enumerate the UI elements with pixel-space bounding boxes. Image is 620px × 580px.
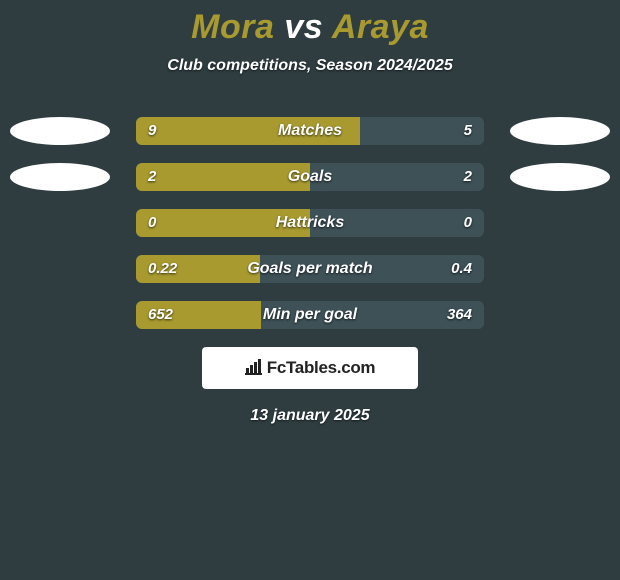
logo-text: FcTables.com bbox=[267, 358, 376, 378]
stat-label: Matches bbox=[136, 117, 484, 145]
stat-row: 95Matches bbox=[136, 117, 484, 145]
stat-row: 00Hattricks bbox=[136, 209, 484, 237]
stat-label: Goals per match bbox=[136, 255, 484, 283]
player-oval-left bbox=[10, 117, 110, 145]
stat-row: 652364Min per goal bbox=[136, 301, 484, 329]
stat-label: Min per goal bbox=[136, 301, 484, 329]
player2-name: Araya bbox=[332, 8, 429, 46]
stat-label: Hattricks bbox=[136, 209, 484, 237]
chart-icon bbox=[245, 359, 263, 380]
player-oval-left bbox=[10, 163, 110, 191]
date-text: 13 january 2025 bbox=[0, 407, 620, 425]
subtitle: Club competitions, Season 2024/2025 bbox=[0, 57, 620, 75]
logo-badge: FcTables.com bbox=[202, 347, 418, 389]
stat-row: 0.220.4Goals per match bbox=[136, 255, 484, 283]
stat-label: Goals bbox=[136, 163, 484, 191]
comparison-infographic: Mora vs Araya Club competitions, Season … bbox=[0, 0, 620, 580]
main-title: Mora vs Araya bbox=[0, 0, 620, 47]
stats-chart: 95Matches 22Goals 00Hattricks 0.220.4Goals … bbox=[0, 117, 620, 329]
stat-row: 22Goals bbox=[136, 163, 484, 191]
vs-text: vs bbox=[284, 8, 323, 46]
player1-name: Mora bbox=[191, 8, 274, 46]
player-oval-right bbox=[510, 117, 610, 145]
player-oval-right bbox=[510, 163, 610, 191]
